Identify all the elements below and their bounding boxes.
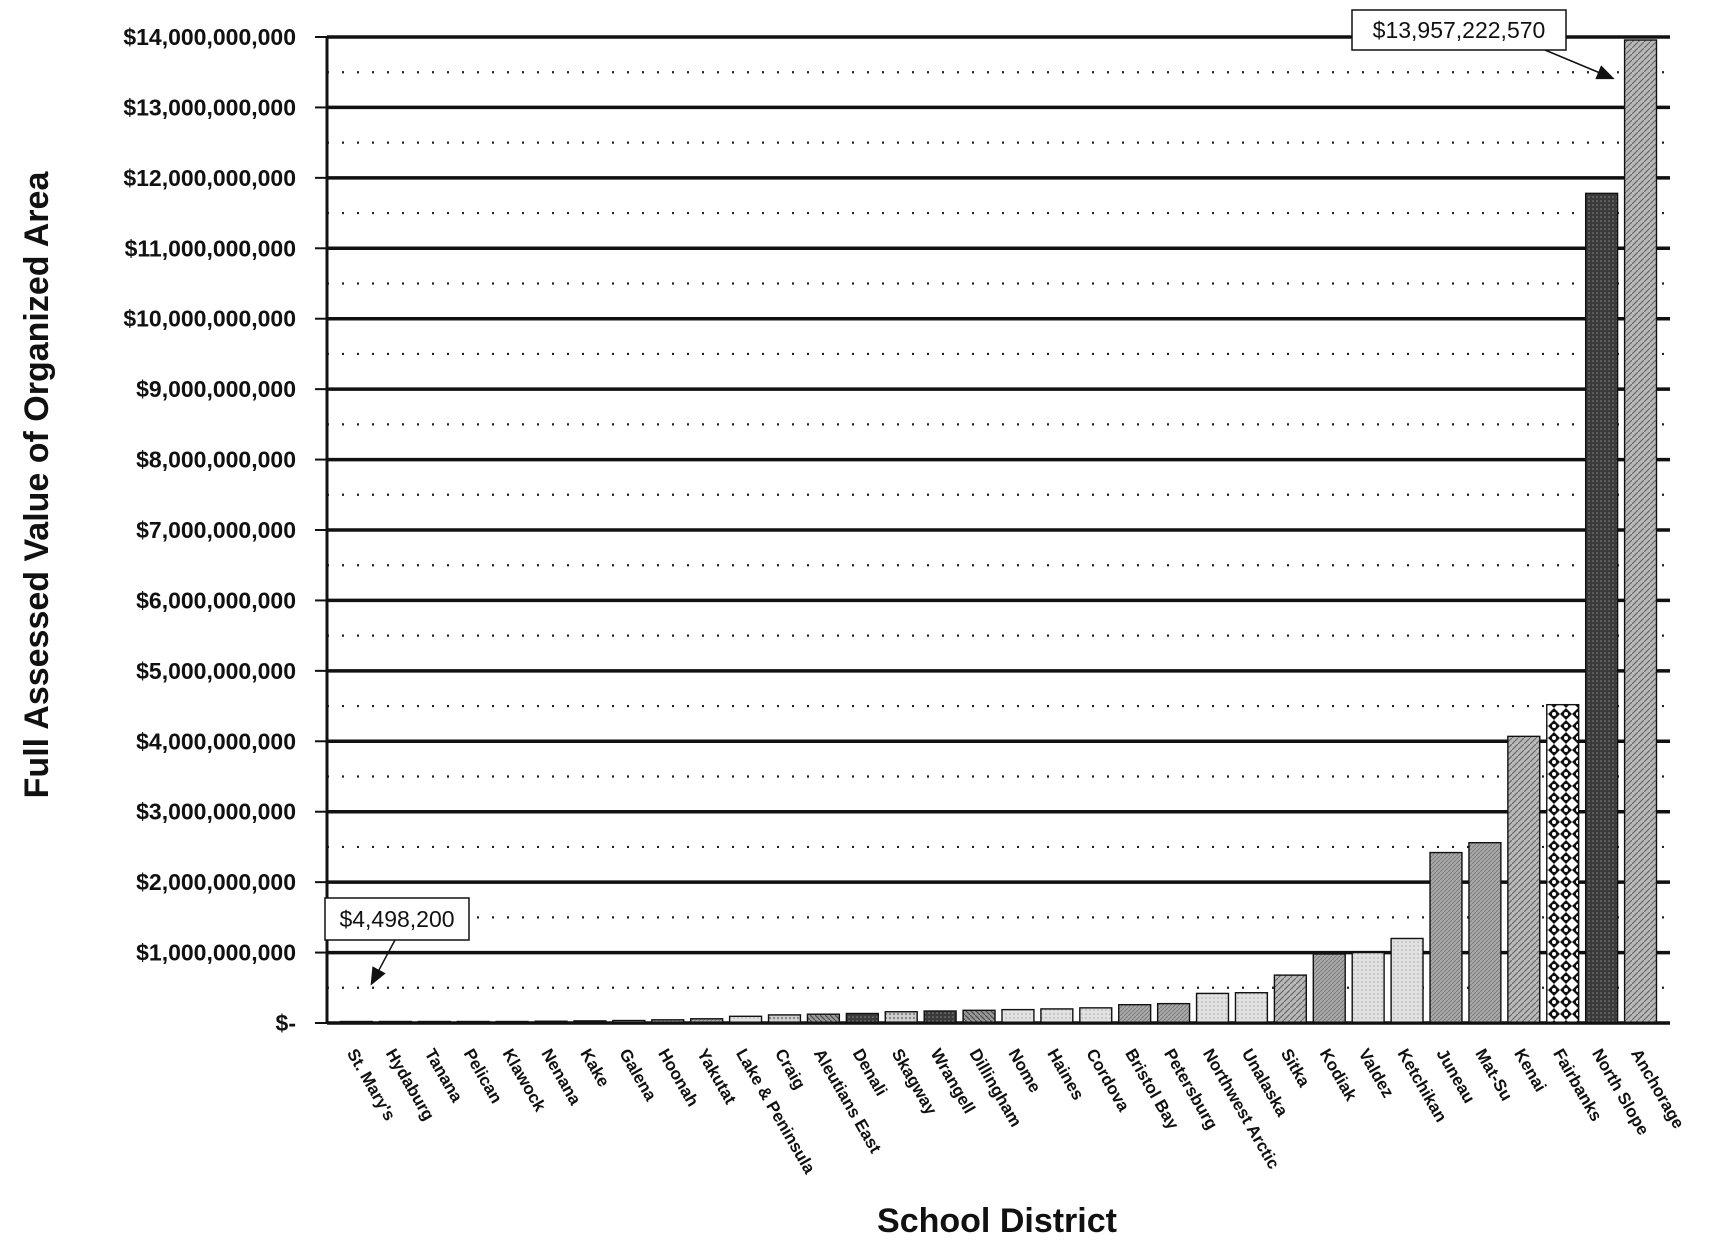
bar — [1079, 1007, 1113, 1024]
x-tick-label: Kake — [576, 1046, 613, 1091]
y-axis-title: Full Assessed Value of Organized Area — [18, 171, 56, 799]
bar — [1429, 851, 1463, 1024]
y-tick-label: $3,000,000,000 — [136, 799, 296, 825]
y-tick-label: $13,000,000,000 — [123, 94, 296, 120]
gridlines — [327, 35, 1670, 1025]
bar — [1001, 1008, 1035, 1024]
y-tick-label: $14,000,000,000 — [123, 24, 296, 50]
callout-low: $4,498,200 — [324, 897, 470, 986]
callout-high-text: $13,957,222,570 — [1373, 17, 1546, 43]
bar — [884, 1011, 918, 1024]
y-tick-label: $7,000,000,000 — [136, 517, 296, 543]
bar — [1040, 1008, 1074, 1024]
y-tick-label: $1,000,000,000 — [136, 940, 296, 966]
bar — [1623, 39, 1658, 1024]
bar — [1156, 1002, 1191, 1024]
bar — [1390, 937, 1424, 1024]
callout-low-arrow — [370, 939, 396, 986]
bar — [1546, 703, 1580, 1024]
x-tick-label: Valdez — [1355, 1046, 1398, 1101]
callout-high-box — [1351, 9, 1567, 51]
y-tick-label: $8,000,000,000 — [136, 447, 296, 473]
bar — [1584, 192, 1619, 1024]
x-tick-label: Kenai — [1510, 1046, 1550, 1096]
bar — [923, 1010, 957, 1024]
x-tick-label: Craig — [771, 1046, 809, 1093]
callout-high-arrow — [1544, 49, 1615, 80]
callout-low-box — [324, 897, 470, 941]
bar — [1468, 842, 1502, 1024]
bars — [339, 39, 1658, 1024]
y-tick-label: $2,000,000,000 — [136, 869, 296, 895]
y-tick-label: $- — [276, 1010, 296, 1036]
bar — [1118, 1003, 1152, 1024]
bar — [1312, 953, 1346, 1024]
y-tick-label: $10,000,000,000 — [123, 306, 296, 332]
x-tick-labels: St. Mary'sHydaburgTananaPelicanKlawockNe… — [343, 1046, 1688, 1178]
x-axis-title: School District — [877, 1202, 1117, 1240]
x-tick-label: Sitka — [1277, 1046, 1314, 1091]
bar — [1507, 735, 1541, 1024]
y-tick-label: $12,000,000,000 — [123, 165, 296, 191]
bar — [1351, 951, 1385, 1024]
x-tick-label: Denali — [849, 1046, 891, 1100]
y-tick-label: $5,000,000,000 — [136, 658, 296, 684]
y-tick-label: $4,000,000,000 — [136, 728, 296, 754]
bar — [962, 1009, 996, 1024]
x-tick-label: Lake & Peninsula — [732, 1046, 819, 1178]
y-tick-labels: $- $1,000,000,000 $2,000,000,000 $3,000,000… — [123, 24, 327, 1036]
callout-low-text: $4,498,200 — [339, 906, 454, 932]
y-tick-label: $11,000,000,000 — [125, 235, 296, 261]
x-tick-label: Kodiak — [1316, 1046, 1361, 1105]
callout-high: $13,957,222,570 — [1351, 9, 1615, 80]
bar — [1273, 974, 1307, 1024]
x-tick-label: Nome — [1004, 1046, 1044, 1096]
x-tick-label: Haines — [1043, 1046, 1087, 1104]
bar — [1234, 992, 1269, 1024]
y-tick-label: $9,000,000,000 — [136, 376, 296, 402]
bar — [1195, 992, 1230, 1024]
x-tick-label: Galena — [615, 1046, 660, 1105]
y-tick-label: $6,000,000,000 — [136, 587, 296, 613]
